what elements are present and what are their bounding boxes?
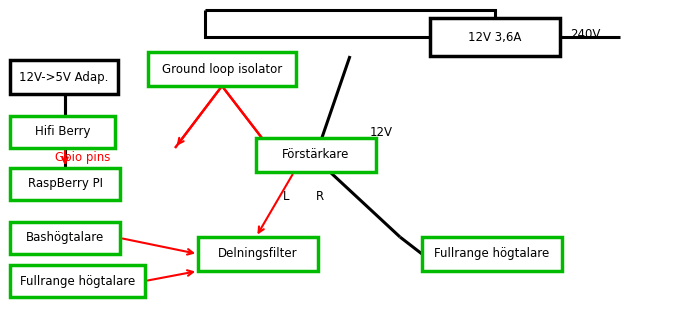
Text: Förstärkare: Förstärkare (282, 148, 350, 162)
Text: Ground loop isolator: Ground loop isolator (162, 62, 282, 76)
Text: Fullrange högtalare: Fullrange högtalare (20, 274, 135, 287)
Text: 12V->5V Adap.: 12V->5V Adap. (20, 71, 108, 83)
Text: RaspBerry PI: RaspBerry PI (27, 178, 102, 191)
Bar (430, 18, 560, 56)
Bar (10, 168, 120, 200)
Text: R: R (316, 190, 324, 202)
Text: Delningsfilter: Delningsfilter (218, 248, 298, 261)
Text: 240V: 240V (570, 28, 601, 42)
Text: Hifi Berry: Hifi Berry (35, 126, 90, 139)
Text: 12V 3,6A: 12V 3,6A (468, 30, 522, 43)
Bar (10, 265, 145, 297)
Text: Gpio pins: Gpio pins (55, 151, 111, 164)
Bar (198, 237, 318, 271)
Bar (10, 60, 118, 94)
Text: Fullrange högtalare: Fullrange högtalare (435, 248, 550, 261)
Bar (10, 222, 120, 254)
Bar (148, 52, 296, 86)
Bar (422, 237, 562, 271)
Text: L: L (283, 190, 290, 202)
Text: Bashögtalare: Bashögtalare (26, 232, 104, 245)
Bar (256, 138, 376, 172)
Bar (10, 116, 115, 148)
Text: 12V: 12V (370, 127, 393, 140)
